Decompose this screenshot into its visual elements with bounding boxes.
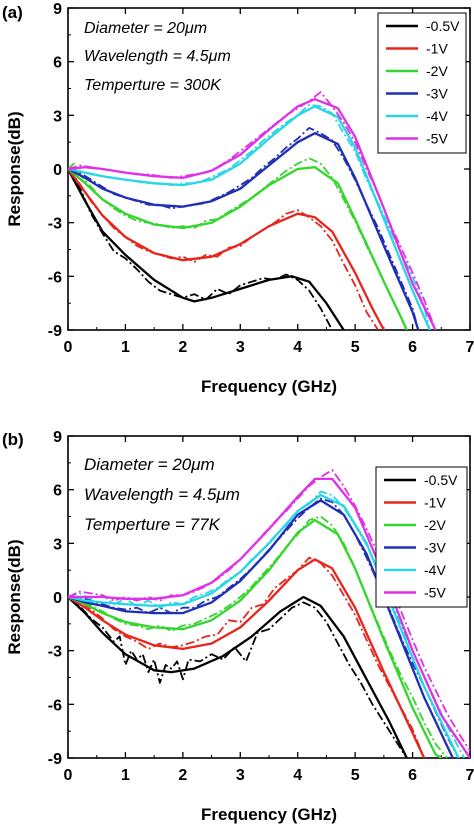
series-line-measured-4 xyxy=(68,103,431,330)
y-axis-title-b: Response(dB) xyxy=(5,539,24,654)
x-tick-label: 4 xyxy=(293,767,302,784)
legend-label: -5V xyxy=(424,585,446,601)
x-tick-label: 2 xyxy=(178,767,187,784)
legend-label: -1V xyxy=(426,41,448,57)
y-tick-label: 3 xyxy=(53,108,62,125)
legend-label: -2V xyxy=(426,63,448,79)
series-line-measured-1 xyxy=(68,556,425,758)
series-line-fit-2 xyxy=(68,518,443,758)
legend-b: -0.5V -1V -2V -3V -4V -5V xyxy=(375,466,468,608)
y-tick-label: -3 xyxy=(48,216,62,233)
legend-entries-b: -0.5V -1V -2V -3V -4V -5V xyxy=(384,472,458,601)
series-line-fit-4 xyxy=(68,105,431,330)
y-tick-label: -6 xyxy=(48,269,62,286)
series-group-a xyxy=(68,91,437,330)
series-line-fit-1 xyxy=(68,167,386,330)
panel-label-a: (a) xyxy=(2,3,23,22)
legend-label: -0.5V xyxy=(424,472,458,488)
x-tick-label: 7 xyxy=(466,339,474,356)
annotation-temperature-b: Temperture = 77K xyxy=(84,515,221,534)
legend-label: -2V xyxy=(424,517,446,533)
x-tick-label: 5 xyxy=(351,767,360,784)
y-tick-label: 0 xyxy=(53,162,62,179)
y-ticks-b: -9 -6 -3 0 3 6 9 xyxy=(48,429,470,768)
legend-label: -4V xyxy=(424,562,446,578)
x-axis-title-b: Frequency (GHz) xyxy=(201,805,337,824)
x-tick-label: 1 xyxy=(121,339,130,356)
x-axis-title-a: Frequency (GHz) xyxy=(201,377,337,396)
x-ticks-a: 0 1 2 3 4 5 6 7 xyxy=(64,8,474,356)
y-tick-label: -9 xyxy=(48,751,62,768)
legend-label: -0.5V xyxy=(426,18,460,34)
annotation-wavelength-b: Wavelength = 4.5μm xyxy=(84,485,240,504)
legend-box-a xyxy=(377,12,467,154)
x-tick-label: 0 xyxy=(64,767,73,784)
legend-label: -3V xyxy=(424,540,446,556)
x-tick-label: 0 xyxy=(64,339,73,356)
y-tick-label: 9 xyxy=(53,1,62,18)
annotation-wavelength-a: Wavelength = 4.5μm xyxy=(84,48,231,65)
series-line-fit-1 xyxy=(68,558,426,758)
y-tick-label: -3 xyxy=(48,644,62,661)
x-tick-label: 4 xyxy=(293,339,302,356)
annotation-diameter-b: Diameter = 20μm xyxy=(84,455,215,474)
x-tick-label: 6 xyxy=(408,339,417,356)
x-tick-label: 6 xyxy=(408,767,417,784)
y-axis-title-a: Response(dB) xyxy=(5,111,24,226)
y-tick-label: -9 xyxy=(48,323,62,340)
x-ticks-b: 0 1 2 3 4 5 6 7 xyxy=(64,436,474,784)
legend-label: -1V xyxy=(424,495,446,511)
y-tick-label: 6 xyxy=(53,55,62,72)
legend-label: -4V xyxy=(426,108,448,124)
annotation-diameter-a: Diameter = 20μm xyxy=(84,20,207,37)
series-line-measured-0 xyxy=(68,596,408,758)
x-tick-label: 2 xyxy=(178,339,187,356)
y-tick-label: -6 xyxy=(48,697,62,714)
annotation-temperature-a: Temperture = 300K xyxy=(84,77,222,94)
x-tick-label: 7 xyxy=(466,767,474,784)
x-tick-label: 3 xyxy=(236,339,245,356)
x-tick-label: 3 xyxy=(236,767,245,784)
series-line-fit-3 xyxy=(68,132,420,330)
legend-box-b xyxy=(375,466,468,608)
series-line-measured-0 xyxy=(68,168,333,330)
series-line-fit-2 xyxy=(68,166,408,330)
legend-label: -3V xyxy=(426,86,448,102)
series-line-fit-0 xyxy=(68,167,345,330)
y-tick-label: 9 xyxy=(53,429,62,446)
x-tick-label: 5 xyxy=(351,339,360,356)
y-tick-label: 0 xyxy=(53,590,62,607)
series-line-fit-5 xyxy=(68,98,437,330)
legend-label: -5V xyxy=(426,131,448,147)
legend-entries-a: -0.5V -1V -2V -3V -4V -5V xyxy=(386,18,460,147)
y-tick-label: 3 xyxy=(53,536,62,553)
legend-a: -0.5V -1V -2V -3V -4V -5V xyxy=(377,12,467,154)
series-line-measured-5 xyxy=(68,469,470,752)
panel-label-b: (b) xyxy=(2,430,24,449)
series-line-fit-0 xyxy=(68,595,408,758)
y-tick-label: 6 xyxy=(53,483,62,500)
x-tick-label: 1 xyxy=(121,767,130,784)
